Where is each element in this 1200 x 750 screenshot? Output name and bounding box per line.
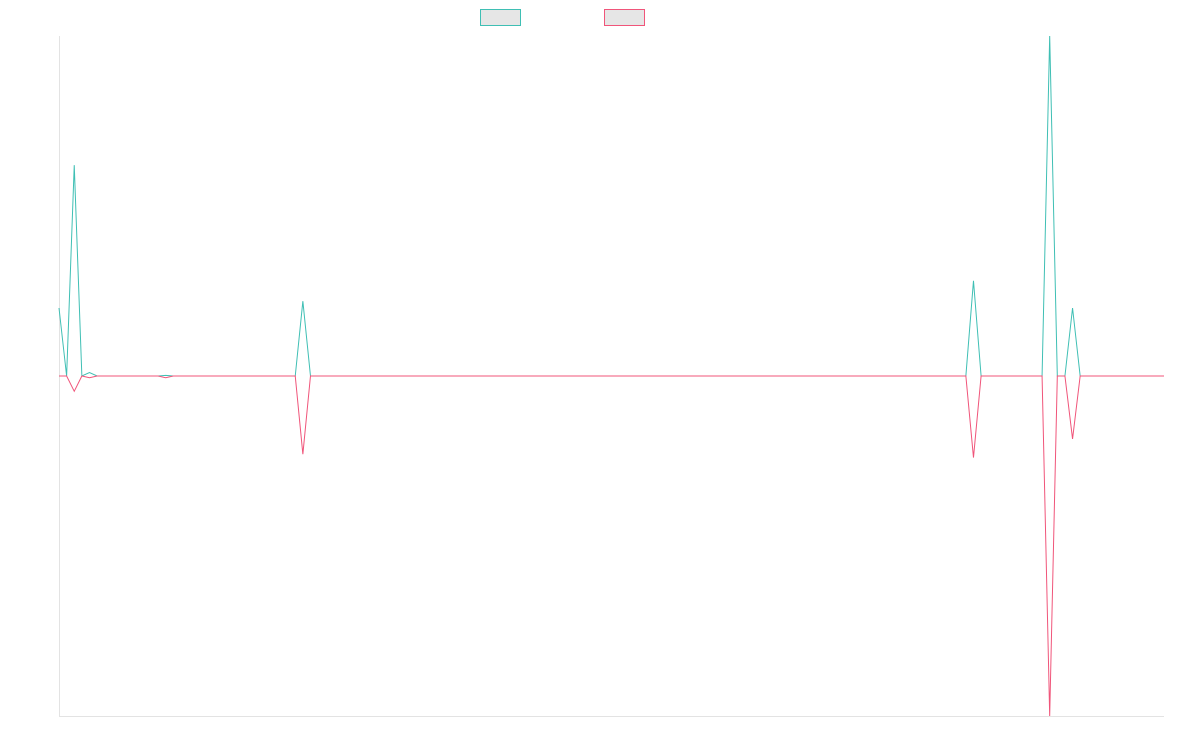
legend-swatch-1[interactable] — [480, 9, 521, 26]
legend-swatch-2[interactable] — [604, 9, 645, 26]
legend — [480, 9, 645, 26]
series-line-1 — [58, 35, 1164, 377]
plot-area — [58, 35, 1164, 717]
series-line-2 — [59, 375, 1164, 717]
